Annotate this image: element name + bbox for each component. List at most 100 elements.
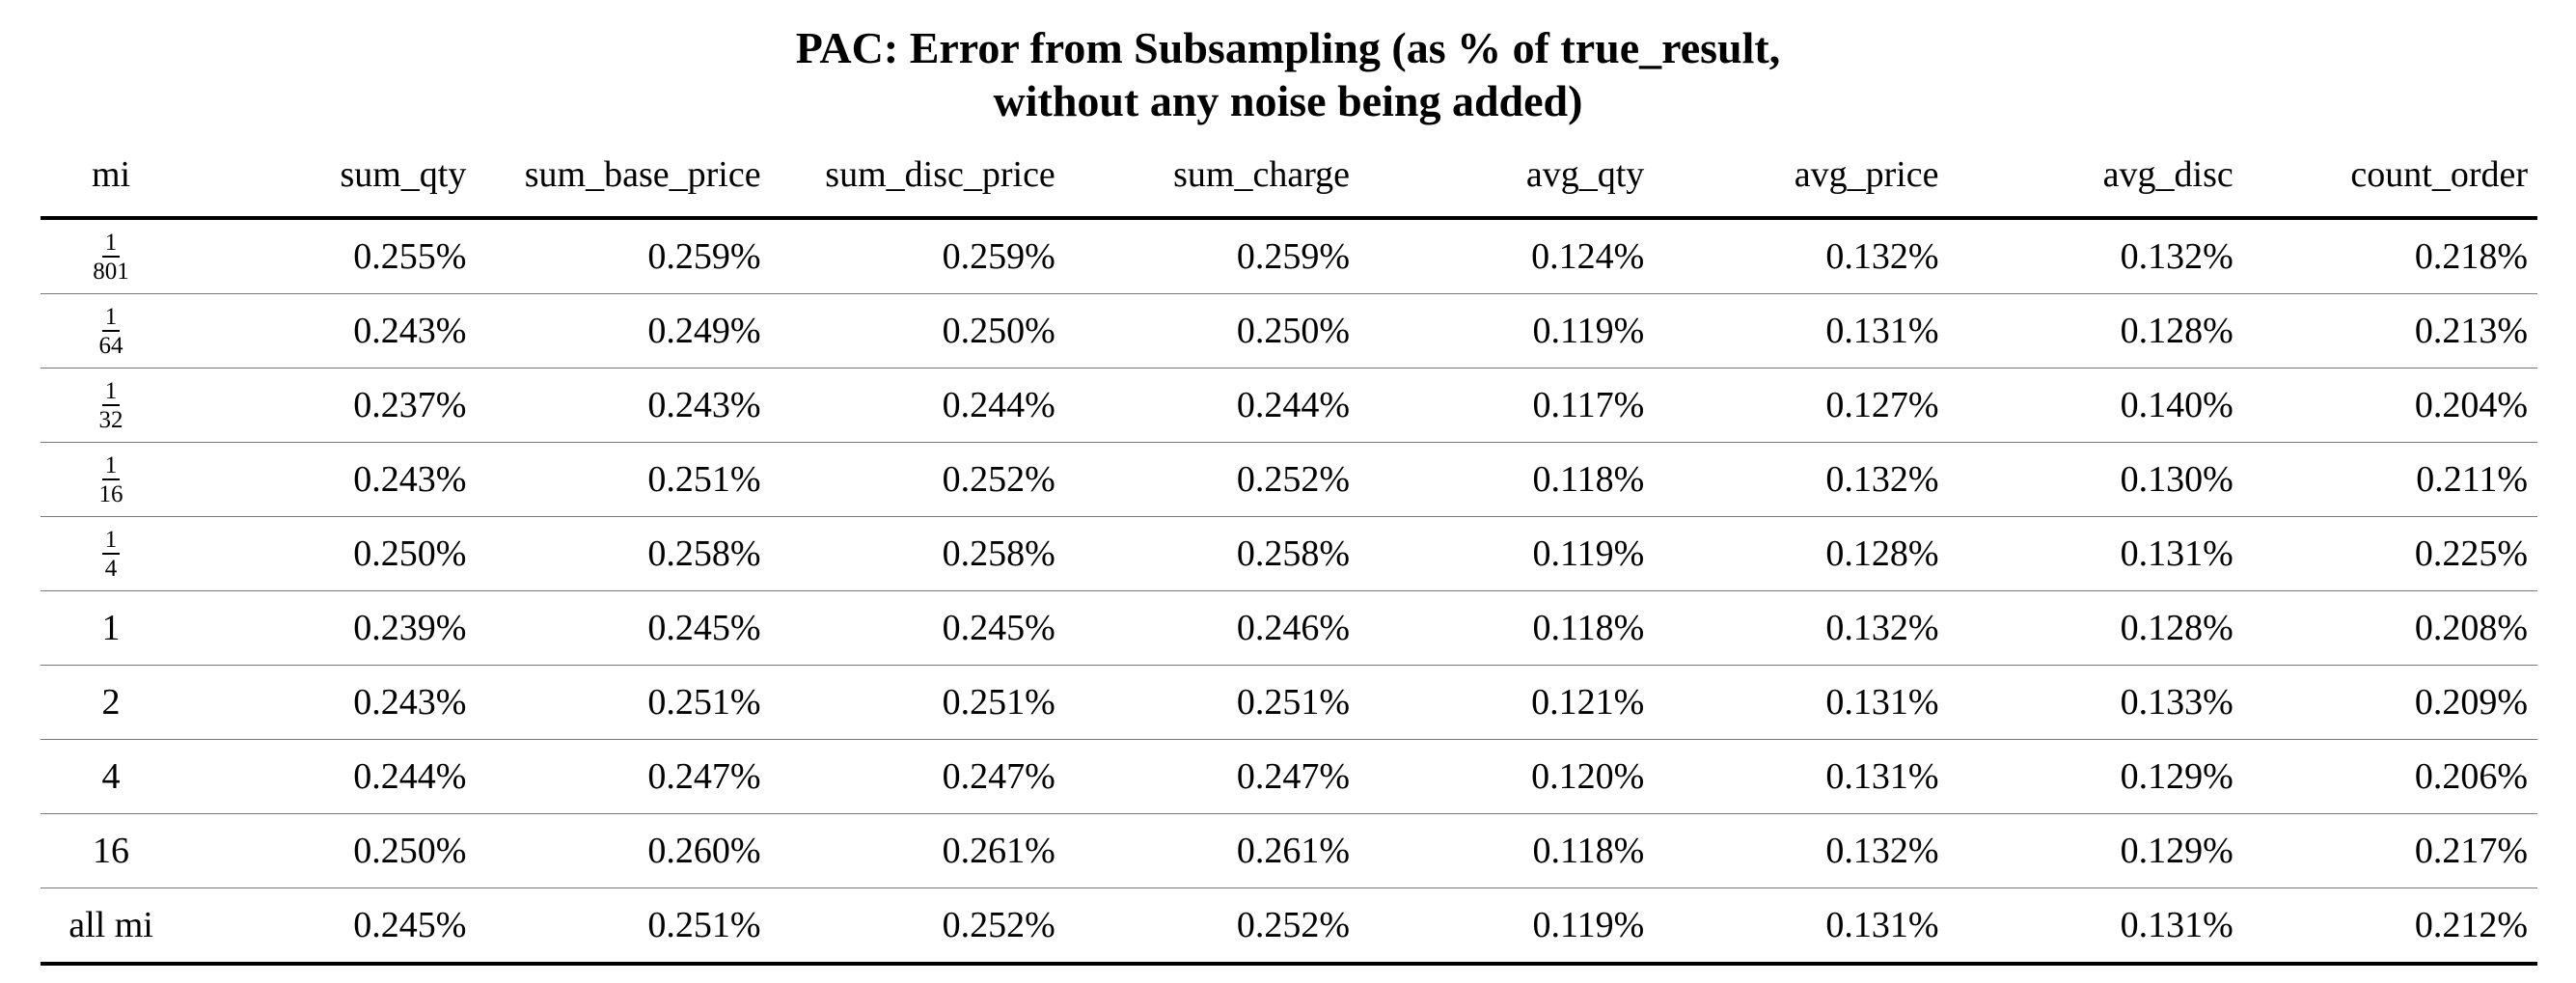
cell-avg-disc: 0.129% (1948, 813, 2243, 888)
cell-sum-disc-price: 0.247% (770, 739, 1065, 814)
column-header-count-order: count_order (2242, 138, 2537, 220)
cell-sum-qty: 0.250% (181, 516, 477, 591)
column-header-sum-disc-price: sum_disc_price (770, 138, 1065, 220)
cell-avg-qty: 0.119% (1359, 516, 1655, 591)
cell-count-order: 0.218% (2242, 218, 2537, 294)
cell-sum-base-price: 0.245% (476, 590, 771, 666)
mi-fraction-numerator: 1 (101, 305, 121, 332)
cell-avg-price: 0.127% (1654, 368, 1949, 443)
table-row: 1 0.239% 0.245% 0.245% 0.246% 0.118% 0.132% 0.1… (41, 590, 2537, 666)
mi-fraction-denominator: 64 (98, 332, 123, 359)
table-row: 1 4 0.250% 0.258% 0.258% 0.258% 0.119% 0.128% 0.… (41, 516, 2537, 591)
cell-sum-qty: 0.237% (181, 368, 477, 443)
mi-fraction-denominator: 16 (98, 480, 123, 507)
cell-sum-charge: 0.252% (1064, 887, 1360, 966)
mi-fraction-numerator: 1 (101, 453, 121, 480)
cell-avg-price: 0.132% (1654, 442, 1949, 517)
results-table: mi sum_qty sum_base_price sum_disc_price… (41, 138, 2537, 966)
cell-avg-price: 0.132% (1654, 590, 1949, 666)
table-row: 1 16 0.243% 0.251% 0.252% 0.252% 0.118% 0.132% 0… (41, 442, 2537, 517)
mi-cell: 1 64 (41, 293, 182, 369)
cell-avg-disc: 0.128% (1948, 590, 2243, 666)
table-title: PAC: Error from Subsampling (as % of tru… (0, 21, 2576, 127)
cell-count-order: 0.206% (2242, 739, 2537, 814)
mi-fraction-denominator: 32 (98, 406, 123, 433)
column-header-sum-qty: sum_qty (181, 138, 477, 220)
mi-fraction: 1 64 (96, 305, 126, 358)
cell-avg-qty: 0.119% (1359, 293, 1655, 369)
cell-sum-disc-price: 0.244% (770, 368, 1065, 443)
cell-avg-price: 0.131% (1654, 293, 1949, 369)
table-title-line-1: PAC: Error from Subsampling (as % of tru… (795, 23, 1781, 72)
cell-count-order: 0.213% (2242, 293, 2537, 369)
cell-sum-qty: 0.243% (181, 293, 477, 369)
mi-fraction-numerator: 1 (101, 379, 121, 406)
cell-sum-disc-price: 0.250% (770, 293, 1065, 369)
column-header-sum-charge: sum_charge (1064, 138, 1360, 220)
cell-sum-disc-price: 0.251% (770, 665, 1065, 740)
cell-count-order: 0.208% (2242, 590, 2537, 666)
cell-avg-disc: 0.132% (1948, 218, 2243, 294)
column-header-avg-qty: avg_qty (1359, 138, 1655, 220)
cell-sum-charge: 0.261% (1064, 813, 1360, 888)
cell-sum-disc-price: 0.252% (770, 887, 1065, 966)
cell-sum-qty: 0.255% (181, 218, 477, 294)
cell-sum-disc-price: 0.252% (770, 442, 1065, 517)
mi-fraction-numerator: 1 (101, 231, 121, 258)
table-row: 16 0.250% 0.260% 0.261% 0.261% 0.118% 0.132% 0.… (41, 813, 2537, 888)
cell-avg-price: 0.131% (1654, 887, 1949, 966)
cell-sum-base-price: 0.260% (476, 813, 771, 888)
table-row: 1 64 0.243% 0.249% 0.250% 0.250% 0.119% 0.131% 0… (41, 293, 2537, 369)
table-title-line-2: without any noise being added) (993, 76, 1583, 125)
cell-sum-charge: 0.250% (1064, 293, 1360, 369)
cell-sum-base-price: 0.258% (476, 516, 771, 591)
mi-fraction: 1 16 (96, 453, 126, 506)
cell-avg-qty: 0.118% (1359, 813, 1655, 888)
cell-avg-price: 0.132% (1654, 813, 1949, 888)
cell-avg-qty: 0.121% (1359, 665, 1655, 740)
column-header-avg-disc: avg_disc (1948, 138, 2243, 220)
table-row: 4 0.244% 0.247% 0.247% 0.247% 0.120% 0.131% 0.1… (41, 739, 2537, 814)
cell-sum-base-price: 0.249% (476, 293, 771, 369)
mi-cell: all mi (41, 887, 182, 966)
mi-cell: 1 32 (41, 368, 182, 443)
cell-avg-qty: 0.117% (1359, 368, 1655, 443)
cell-sum-qty: 0.244% (181, 739, 477, 814)
cell-sum-disc-price: 0.258% (770, 516, 1065, 591)
header-row: mi sum_qty sum_base_price sum_disc_price… (41, 138, 2537, 220)
mi-cell: 1 (41, 590, 182, 666)
cell-avg-price: 0.132% (1654, 218, 1949, 294)
column-header-sum-base-price: sum_base_price (476, 138, 771, 220)
cell-count-order: 0.211% (2242, 442, 2537, 517)
cell-sum-base-price: 0.259% (476, 218, 771, 294)
cell-avg-disc: 0.129% (1948, 739, 2243, 814)
mi-cell: 1 16 (41, 442, 182, 517)
table-header: mi sum_qty sum_base_price sum_disc_price… (41, 138, 2537, 220)
cell-avg-disc: 0.131% (1948, 516, 2243, 591)
cell-sum-charge: 0.252% (1064, 442, 1360, 517)
mi-fraction: 1 32 (96, 379, 126, 432)
cell-avg-price: 0.128% (1654, 516, 1949, 591)
table-body: 1 801 0.255% 0.259% 0.259% 0.259% 0.124% 0.132%… (41, 218, 2537, 966)
mi-fraction-denominator: 4 (104, 555, 118, 582)
cell-count-order: 0.217% (2242, 813, 2537, 888)
column-header-avg-price: avg_price (1654, 138, 1949, 220)
cell-sum-base-price: 0.251% (476, 887, 771, 966)
cell-sum-disc-price: 0.259% (770, 218, 1065, 294)
cell-avg-qty: 0.118% (1359, 590, 1655, 666)
cell-sum-charge: 0.246% (1064, 590, 1360, 666)
mi-cell: 16 (41, 813, 182, 888)
cell-avg-price: 0.131% (1654, 665, 1949, 740)
cell-avg-disc: 0.128% (1948, 293, 2243, 369)
column-header-mi: mi (41, 138, 182, 220)
table-row: 1 32 0.237% 0.243% 0.244% 0.244% 0.117% 0.127% 0… (41, 368, 2537, 443)
cell-avg-qty: 0.120% (1359, 739, 1655, 814)
cell-sum-disc-price: 0.245% (770, 590, 1065, 666)
table-row: 1 801 0.255% 0.259% 0.259% 0.259% 0.124% 0.132%… (41, 218, 2537, 294)
cell-sum-charge: 0.259% (1064, 218, 1360, 294)
cell-avg-disc: 0.130% (1948, 442, 2243, 517)
table-row: 2 0.243% 0.251% 0.251% 0.251% 0.121% 0.131% 0.1… (41, 665, 2537, 740)
cell-sum-base-price: 0.243% (476, 368, 771, 443)
cell-sum-charge: 0.251% (1064, 665, 1360, 740)
